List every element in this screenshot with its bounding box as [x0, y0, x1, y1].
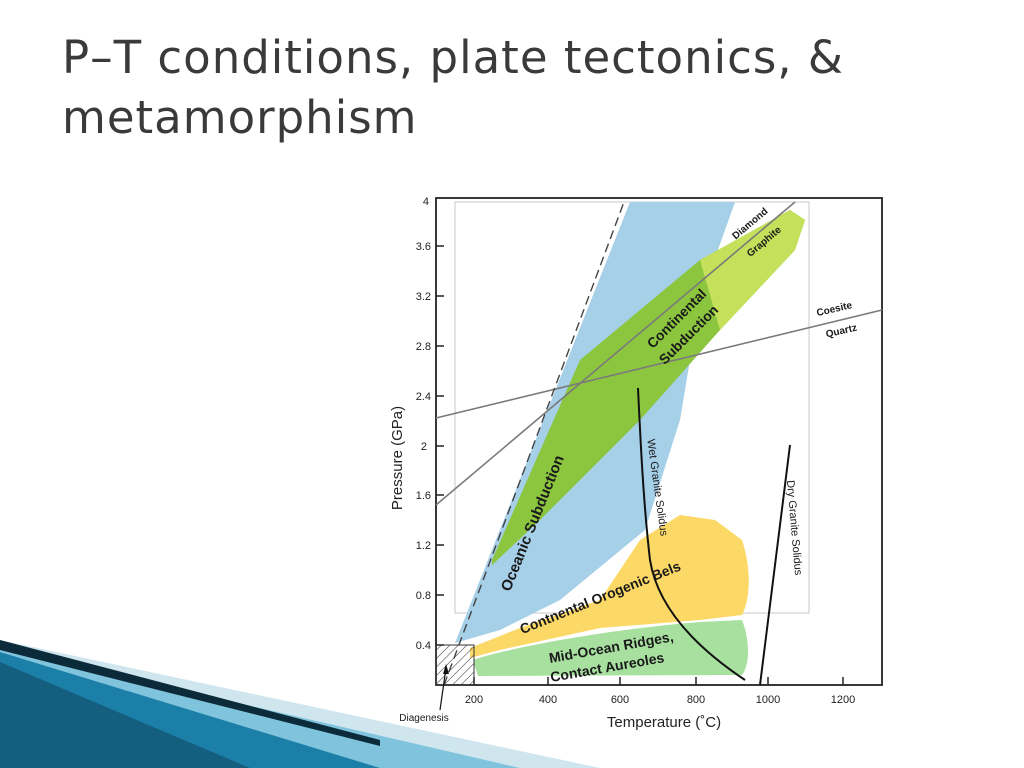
diagenesis-label: Diagenesis: [399, 713, 448, 724]
swoosh-dark-line: [0, 640, 380, 746]
y-tick-label: 3.2: [416, 291, 431, 303]
y-ticks: [436, 245, 444, 646]
y-tick-label: 1.2: [416, 540, 431, 552]
x-tick-label: 400: [539, 694, 557, 706]
x-tick-label: 1000: [756, 694, 780, 706]
y-tick-label: 2: [421, 441, 427, 453]
swoosh-dark-lower: [0, 662, 250, 768]
diagenesis-box: [435, 644, 475, 686]
slide-title: P–T conditions, plate tectonics, & metam…: [62, 28, 962, 148]
x-tick-label: 1200: [831, 694, 855, 706]
wet-granite-solidus: [637, 387, 746, 681]
y-tick-label: 3.6: [416, 241, 431, 253]
x-ticks: [473, 677, 844, 685]
continental-subduction-light-field: [700, 210, 805, 330]
x-axis-title: Temperature (˚C): [607, 714, 721, 731]
diamond-graphite-line: [435, 201, 796, 506]
coesite-quartz-line: [435, 309, 883, 419]
slide-title-line-2: metamorphism: [62, 91, 418, 144]
x-tick-label: 800: [687, 694, 705, 706]
x-tick-label: 600: [611, 694, 629, 706]
mid-ocean-ridges-field: [473, 620, 748, 676]
y-axis-title: Pressure (GPa): [389, 406, 406, 510]
decorative-swoosh: [0, 640, 600, 768]
dry-granite-solidus: [759, 444, 791, 686]
x-tick-label: 200: [465, 694, 483, 706]
y-tick-label: 1.6: [416, 490, 431, 502]
y-tick-label: 0.4: [416, 640, 431, 652]
y-tick-label: 4: [423, 196, 429, 208]
y-tick-label: 2.8: [416, 341, 431, 353]
y-tick-label: 2.4: [416, 391, 431, 403]
geotherm-limit-dashed: [443, 201, 625, 686]
diagenesis-arrow: [439, 667, 447, 711]
diagenesis-arrowhead: [443, 664, 449, 674]
slide-title-line-1: P–T conditions, plate tectonics, &: [62, 31, 844, 84]
y-tick-label: 0.8: [416, 590, 431, 602]
continental-orogenic-field: [470, 515, 749, 658]
